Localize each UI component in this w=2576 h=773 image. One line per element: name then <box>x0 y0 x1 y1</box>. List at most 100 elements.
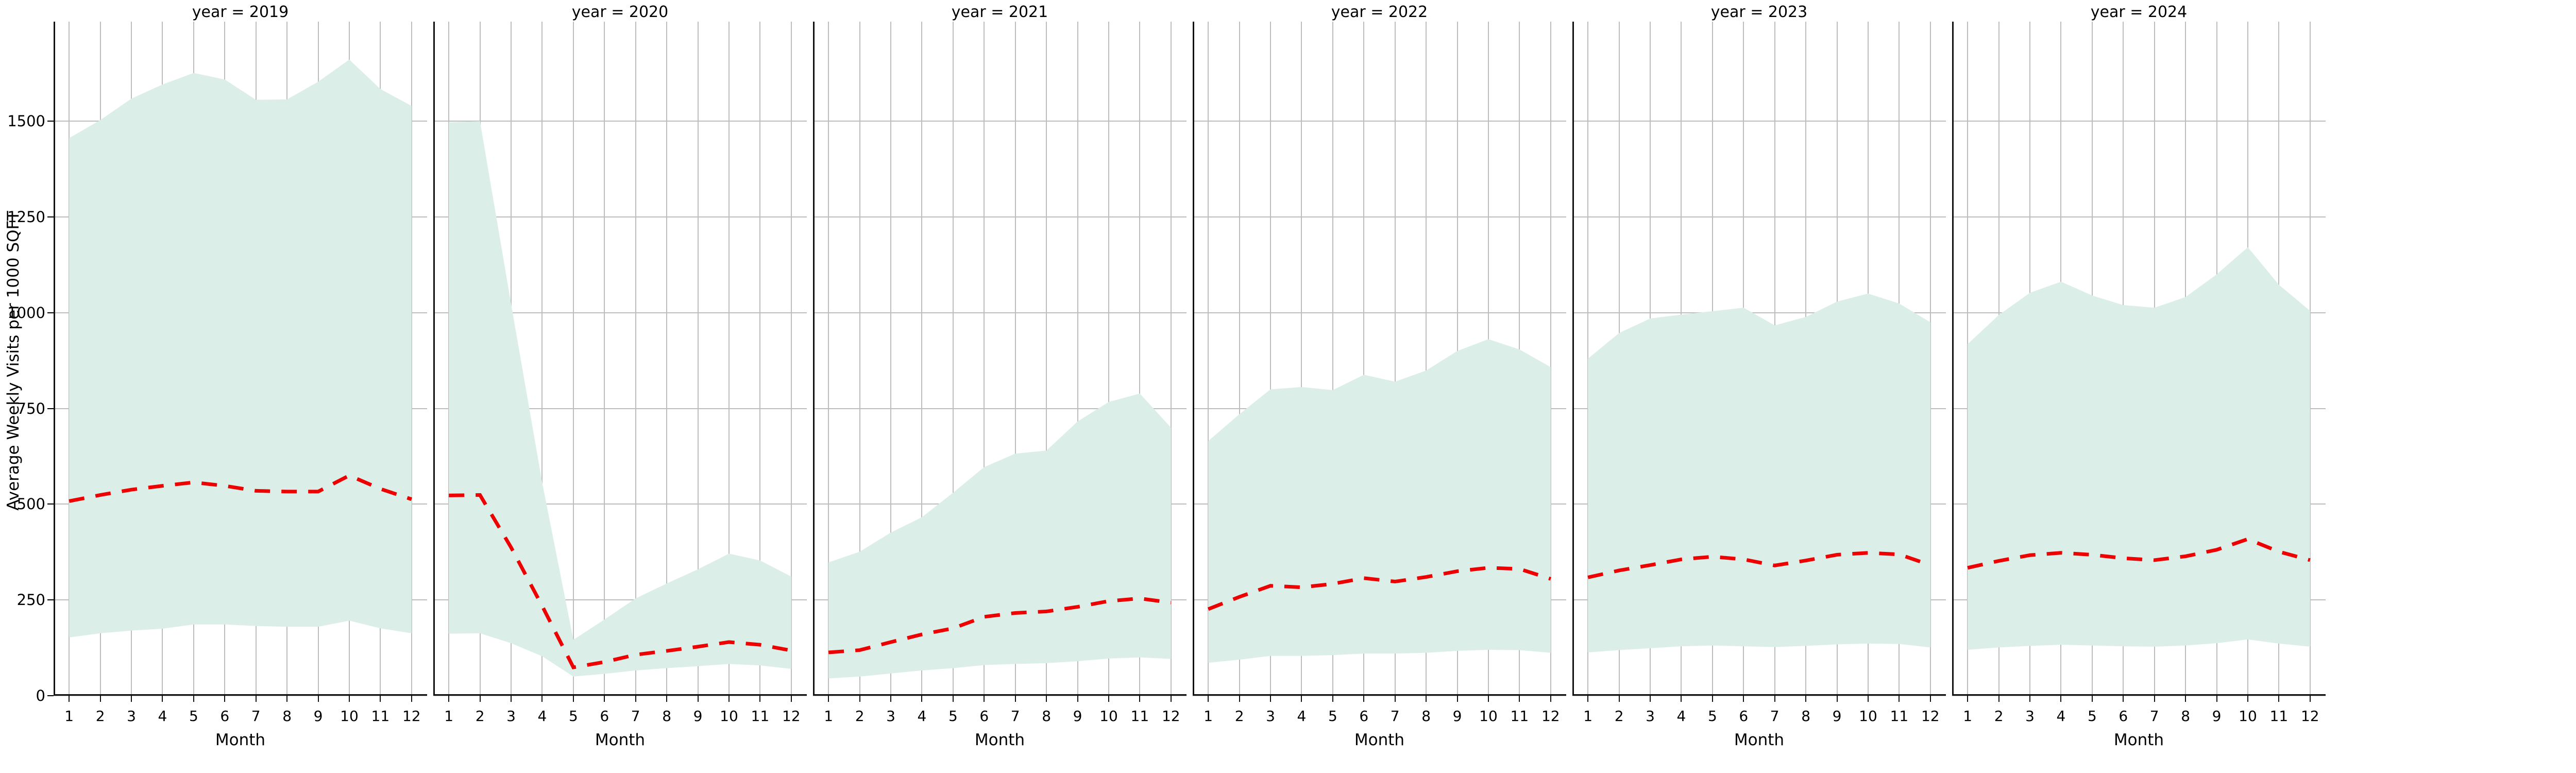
x-tick-mark <box>380 696 381 702</box>
x-tick-mark <box>790 696 792 702</box>
x-tick-label: 4 <box>917 708 927 725</box>
x-tick-label: 5 <box>948 708 958 725</box>
x-tick-label: 3 <box>2025 708 2035 725</box>
x-tick-label: 8 <box>2181 708 2191 725</box>
x-tick-label: 11 <box>1510 708 1529 725</box>
x-tick-label: 11 <box>1890 708 1909 725</box>
horizontal-gridline <box>813 408 1187 409</box>
x-tick-mark <box>1139 696 1141 702</box>
horizontal-gridline <box>433 216 807 218</box>
x-tick-label: 6 <box>1739 708 1749 725</box>
y-tick-mark <box>47 121 54 122</box>
x-tick-label: 11 <box>371 708 390 725</box>
x-tick-mark <box>1270 696 1272 702</box>
horizontal-gridline <box>1572 216 1946 218</box>
x-tick-mark <box>759 696 761 702</box>
x-tick-label: 9 <box>313 708 323 725</box>
x-axis-title: Month <box>215 731 266 749</box>
x-tick-mark <box>541 696 543 702</box>
x-axis-spine <box>433 694 807 696</box>
x-tick-mark <box>1239 696 1240 702</box>
x-tick-label: 7 <box>2149 708 2159 725</box>
x-tick-label: 2 <box>95 708 105 725</box>
series-layer <box>54 22 427 696</box>
x-tick-mark <box>69 696 70 702</box>
x-axis-spine <box>813 694 1187 696</box>
facet-title: year = 2022 <box>1331 3 1428 21</box>
facet-title: year = 2020 <box>571 3 669 21</box>
x-tick-label: 8 <box>1421 708 1431 725</box>
vertical-gridline <box>604 22 605 696</box>
vertical-gridline <box>1587 22 1589 696</box>
vertical-gridline <box>828 22 829 696</box>
x-tick-mark <box>1519 696 1520 702</box>
horizontal-gridline <box>433 599 807 601</box>
horizontal-gridline <box>433 121 807 122</box>
x-tick-label: 12 <box>402 708 421 725</box>
x-tick-mark <box>921 696 923 702</box>
x-tick-label: 5 <box>568 708 578 725</box>
x-tick-label: 12 <box>782 708 801 725</box>
x-axis-spine <box>54 694 427 696</box>
x-tick-mark <box>828 696 829 702</box>
y-axis-spine <box>433 22 435 696</box>
y-tick-label: 750 <box>16 399 45 417</box>
vertical-gridline <box>1208 22 1209 696</box>
x-tick-mark <box>1332 696 1333 702</box>
x-tick-mark <box>1456 696 1458 702</box>
median-line <box>1587 551 1931 579</box>
x-tick-mark <box>890 696 892 702</box>
x-tick-label: 3 <box>1646 708 1655 725</box>
y-tick-mark <box>47 216 54 218</box>
x-tick-label: 5 <box>1707 708 1717 725</box>
x-tick-label: 8 <box>1801 708 1811 725</box>
x-tick-mark <box>224 696 226 702</box>
x-tick-label: 1 <box>1204 708 1213 725</box>
y-axis-spine <box>1952 22 1954 696</box>
x-tick-mark <box>1967 696 1969 702</box>
x-tick-label: 6 <box>2119 708 2128 725</box>
horizontal-gridline <box>813 121 1187 122</box>
x-tick-mark <box>317 696 319 702</box>
x-tick-label: 10 <box>1479 708 1498 725</box>
percentile-band <box>69 59 412 638</box>
x-tick-mark <box>2185 696 2187 702</box>
facet-panel-2021: year = 2021 1 2 3 4 5 6 7 8 9 10 11 12 Month <box>813 3 1187 749</box>
x-tick-label: 6 <box>600 708 609 725</box>
x-tick-label: 6 <box>1359 708 1369 725</box>
horizontal-gridline <box>1952 695 2326 696</box>
x-tick-mark <box>255 696 257 702</box>
series-layer <box>1952 22 2326 696</box>
x-tick-mark <box>99 696 101 702</box>
x-tick-label: 9 <box>1073 708 1082 725</box>
x-tick-mark <box>635 696 636 702</box>
y-axis-spine <box>1572 22 1574 696</box>
x-tick-label: 10 <box>1099 708 1118 725</box>
x-tick-mark <box>2309 696 2311 702</box>
x-tick-label: 12 <box>2300 708 2319 725</box>
x-tick-label: 7 <box>1770 708 1780 725</box>
horizontal-gridline <box>433 408 807 409</box>
x-tick-label: 4 <box>158 708 167 725</box>
horizontal-gridline <box>433 312 807 313</box>
vertical-gridline <box>1332 22 1333 696</box>
horizontal-gridline <box>1572 312 1946 313</box>
x-tick-mark <box>1774 696 1775 702</box>
median-line <box>1967 537 2311 570</box>
x-tick-label: 6 <box>979 708 989 725</box>
facet-panel-2019: year = 2019 1 2 3 4 5 6 7 8 9 10 11 12 Month <box>54 3 427 749</box>
x-tick-mark <box>728 696 730 702</box>
facet-title: year = 2024 <box>2090 3 2188 21</box>
horizontal-gridline <box>1572 695 1946 696</box>
x-axis-spine <box>1952 694 2326 696</box>
x-tick-label: 10 <box>720 708 738 725</box>
x-tick-label: 3 <box>506 708 516 725</box>
vertical-gridline <box>921 22 923 696</box>
x-tick-mark <box>2060 696 2062 702</box>
x-axis-spine <box>1572 694 1946 696</box>
x-tick-label: 8 <box>1042 708 1052 725</box>
x-tick-label: 11 <box>1130 708 1149 725</box>
x-tick-mark <box>1867 696 1869 702</box>
x-tick-label: 1 <box>1963 708 1973 725</box>
x-tick-mark <box>604 696 605 702</box>
